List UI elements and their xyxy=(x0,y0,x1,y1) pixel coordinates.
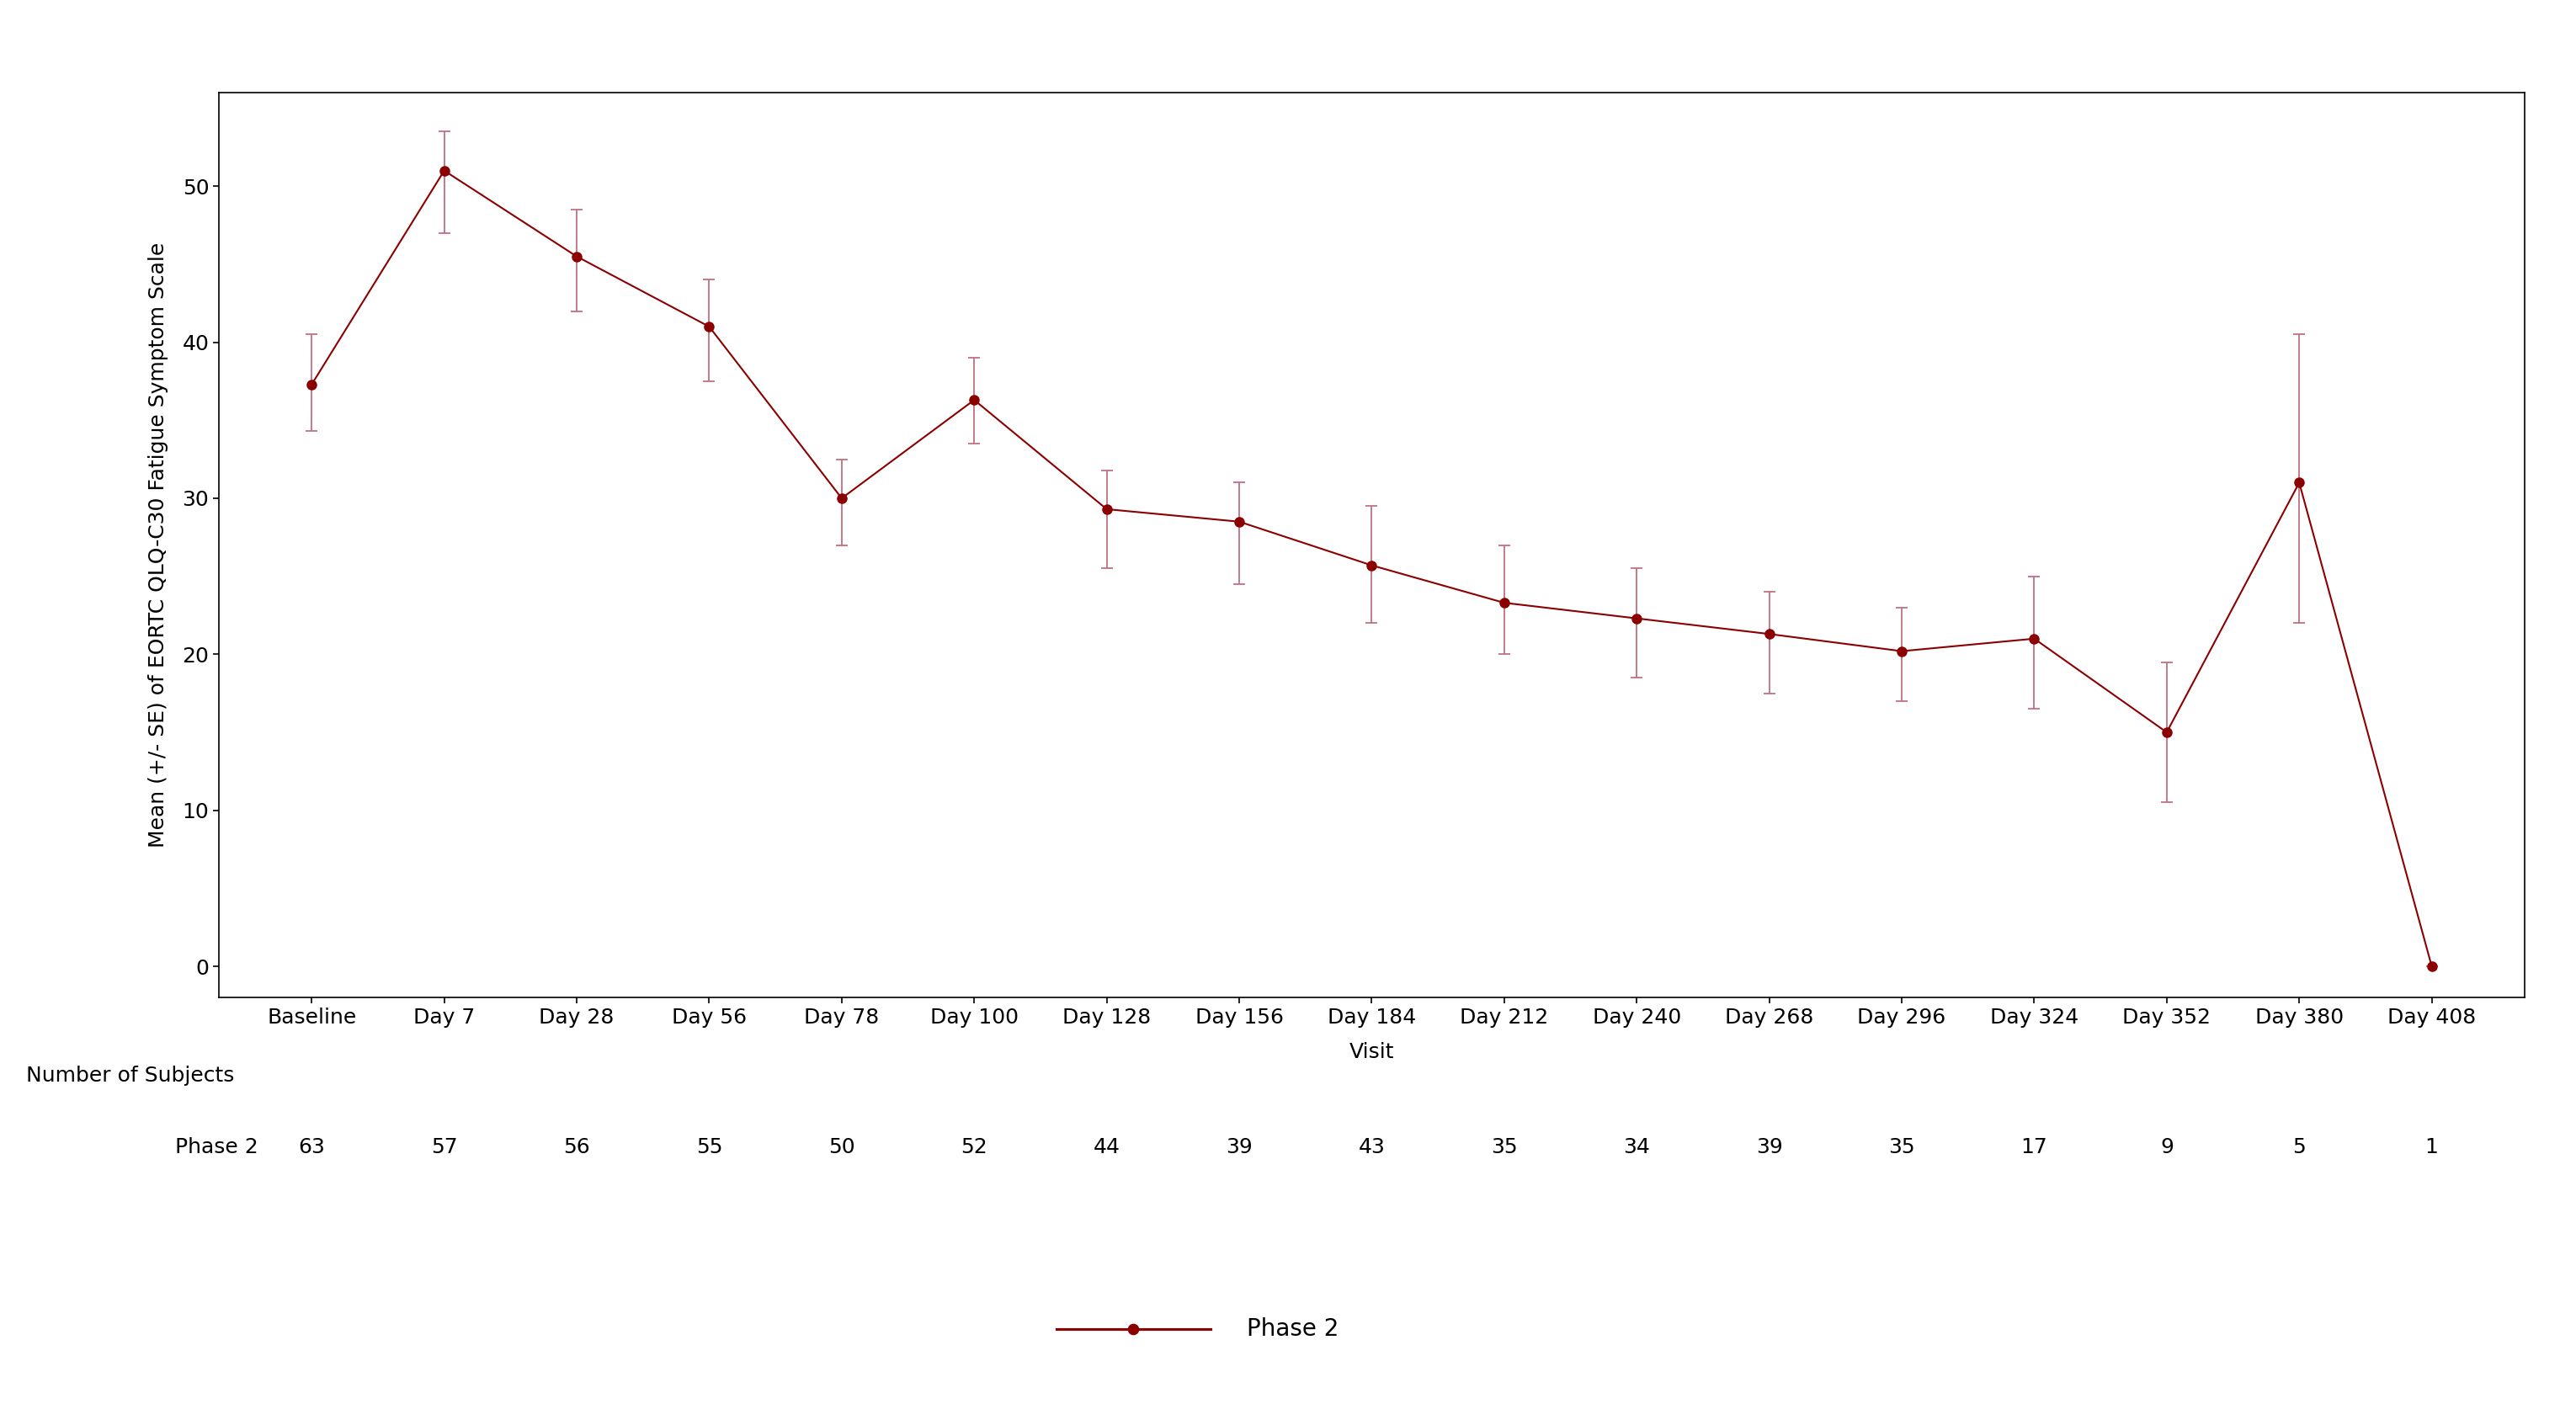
Text: 55: 55 xyxy=(696,1137,721,1157)
Text: 50: 50 xyxy=(829,1137,855,1157)
Text: 34: 34 xyxy=(1623,1137,1651,1157)
Text: Number of Subjects: Number of Subjects xyxy=(26,1066,234,1086)
Text: Phase 2: Phase 2 xyxy=(1247,1317,1340,1341)
Text: Phase 2: Phase 2 xyxy=(175,1137,258,1157)
Y-axis label: Mean (+/- SE) of EORTC QLQ-C30 Fatigue Symptom Scale: Mean (+/- SE) of EORTC QLQ-C30 Fatigue S… xyxy=(147,242,167,848)
Text: 35: 35 xyxy=(1492,1137,1517,1157)
Text: 43: 43 xyxy=(1358,1137,1386,1157)
Text: 52: 52 xyxy=(961,1137,987,1157)
Text: 9: 9 xyxy=(2161,1137,2174,1157)
Text: 39: 39 xyxy=(1226,1137,1252,1157)
Text: 1: 1 xyxy=(2424,1137,2439,1157)
Text: 57: 57 xyxy=(430,1137,459,1157)
Text: 5: 5 xyxy=(2293,1137,2306,1157)
Text: 63: 63 xyxy=(299,1137,325,1157)
Text: 17: 17 xyxy=(2020,1137,2048,1157)
Text: 44: 44 xyxy=(1092,1137,1121,1157)
Text: 35: 35 xyxy=(1888,1137,1914,1157)
Text: 39: 39 xyxy=(1757,1137,1783,1157)
X-axis label: Visit: Visit xyxy=(1350,1042,1394,1062)
Text: 56: 56 xyxy=(564,1137,590,1157)
